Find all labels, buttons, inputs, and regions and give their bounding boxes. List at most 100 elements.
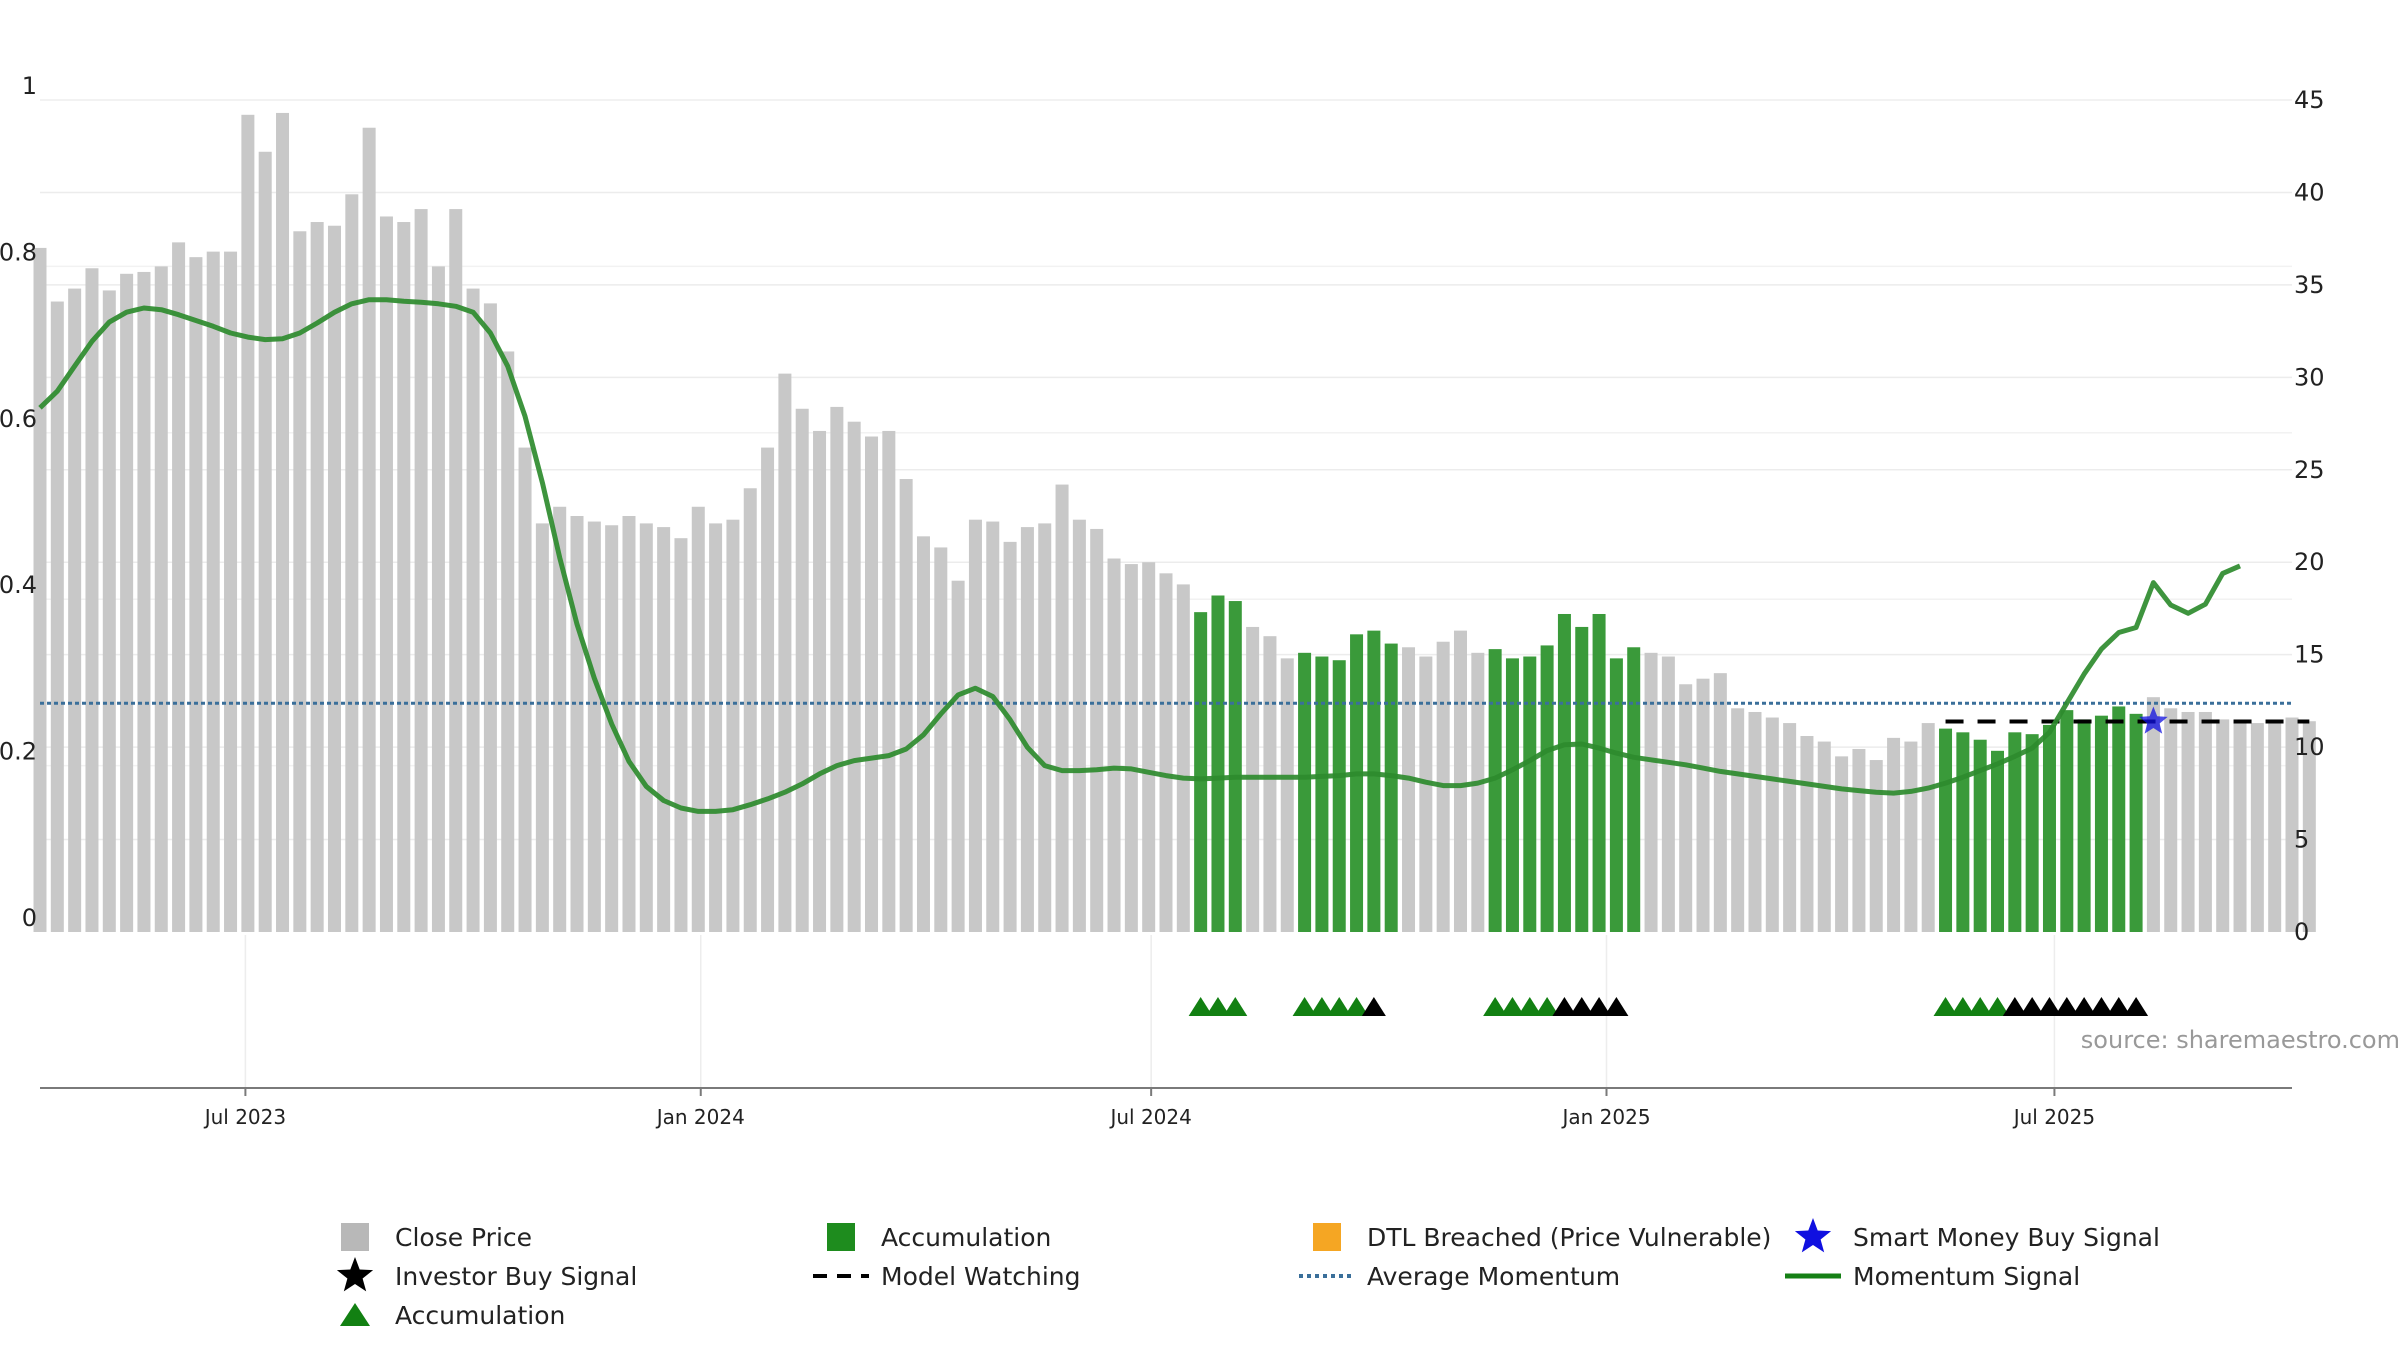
legend-label: Average Momentum [1367, 1262, 1620, 1291]
accumulation-bar [1991, 750, 2005, 932]
close-price-bar [345, 194, 359, 932]
investor-buy-triangle [1604, 997, 1629, 1016]
smart-money-star-mark [2139, 706, 2168, 734]
investor-buy-triangle [1361, 997, 1386, 1016]
right-tick-label: 25 [2294, 456, 2325, 484]
accumulation-triangle [1535, 997, 1560, 1016]
close-price-bar [691, 506, 705, 932]
close-price-bar [518, 447, 532, 932]
close-price-bar [224, 251, 238, 932]
close-price-bar [1852, 748, 1866, 932]
close-price-bar [1263, 636, 1277, 932]
legend-item: Accumulation [827, 1223, 1051, 1252]
accumulation-bar [1973, 739, 1987, 932]
accumulation-bar [1956, 732, 1970, 932]
close-price-bar [1748, 711, 1762, 932]
investor-buy-triangle [2072, 997, 2097, 1016]
investor-buy-triangle [1569, 997, 1594, 1016]
accumulation-triangle [1223, 997, 1248, 1016]
legend-item: Model Watching [813, 1262, 1081, 1291]
investor-buy-triangle [2002, 997, 2027, 1016]
close-price-bar [397, 222, 411, 932]
close-price-bar [1679, 684, 1693, 932]
close-price-bar [847, 421, 861, 932]
close-price-bar [1644, 652, 1658, 932]
accumulation-triangle [1327, 997, 1352, 1016]
accumulation-bar [2042, 724, 2056, 932]
accumulation-bar [1384, 643, 1398, 932]
accumulation-bar [1194, 612, 1208, 932]
investor-buy-triangle [2106, 997, 2131, 1016]
close-price-bar [622, 516, 636, 932]
right-tick-label: 45 [2294, 86, 2325, 114]
close-price-bar [1713, 673, 1727, 932]
close-price-bar [258, 151, 272, 932]
close-price-bar [2216, 719, 2230, 932]
close-price-bar [1020, 527, 1034, 932]
close-price-bar [2181, 711, 2195, 932]
axes [40, 1087, 2292, 1096]
accumulation-bar [1350, 634, 1364, 932]
accumulation-bar [2129, 713, 2143, 932]
left-axis-tick-labels: 0 0.2 0.4 0.6 0.8 1 [0, 72, 37, 932]
legend-item: Smart Money Buy Signal [1794, 1218, 2160, 1253]
investor-buy-triangle [1552, 997, 1577, 1016]
accumulation-bar [2094, 715, 2108, 932]
close-price-bar [674, 538, 688, 932]
close-price-bar [2268, 723, 2282, 932]
close-price-bar [2250, 723, 2264, 932]
accumulation-triangle [1292, 997, 1317, 1016]
x-tick-label: Jan 2025 [1560, 1105, 1650, 1129]
close-price-bar [951, 580, 965, 932]
investor-buy-triangle [2124, 997, 2149, 1016]
close-price-bar [102, 290, 116, 932]
close-price-bar [535, 523, 549, 932]
close-price-bar [1419, 656, 1433, 932]
gray-square-icon [341, 1223, 369, 1251]
accumulation-bar [1332, 660, 1346, 932]
right-tick-label: 35 [2294, 271, 2325, 299]
close-price-bar [1055, 484, 1069, 932]
accumulation-bar [2077, 719, 2091, 932]
bar-series [33, 112, 2316, 933]
close-price-bar [68, 288, 82, 932]
close-price-bar [709, 523, 723, 932]
close-price-bar [882, 430, 896, 932]
close-price-bar [726, 519, 740, 932]
right-tick-label: 0 [2294, 918, 2309, 946]
accumulation-bar [1592, 613, 1606, 932]
close-price-bar [553, 506, 567, 932]
close-price-bar [570, 516, 584, 932]
close-price-bar [1835, 756, 1849, 932]
black-star-icon [336, 1257, 374, 1292]
close-price-bar [1402, 647, 1416, 932]
close-price-bar [657, 527, 671, 932]
close-price-bar [743, 488, 757, 932]
orange-square-icon [1313, 1223, 1341, 1251]
legend-item: Close Price [341, 1223, 532, 1252]
x-axis-tick-labels: Jul 2023 Jan 2024 Jul 2024 Jan 2025 Jul 2025 [203, 1105, 2095, 1129]
left-tick-label: 0 [22, 904, 37, 932]
investor-buy-triangle [2020, 997, 2045, 1016]
accumulation-bar [2060, 710, 2074, 932]
close-price-bar [1453, 630, 1467, 932]
close-price-bar [2285, 717, 2299, 932]
close-price-bar [899, 479, 913, 932]
investor-buy-triangle [2089, 997, 2114, 1016]
close-price-bar [934, 547, 948, 932]
close-price-bar [1107, 558, 1121, 932]
left-tick-label: 0.6 [0, 405, 37, 433]
close-price-bar [189, 257, 203, 933]
x-tick-label: Jul 2024 [1108, 1105, 1191, 1129]
accumulation-bar [1367, 630, 1381, 932]
accumulation-bar [1298, 652, 1312, 932]
legend-label: Model Watching [881, 1262, 1081, 1291]
accumulation-triangle [1188, 997, 1213, 1016]
source-label: source: sharemaestro.com [2081, 1026, 2400, 1054]
close-price-bar [1661, 656, 1675, 932]
right-tick-label: 30 [2294, 363, 2325, 391]
accumulation-bar [1523, 656, 1537, 932]
close-price-bar [778, 373, 792, 932]
close-price-bar [2198, 711, 2212, 932]
close-price-bar [206, 251, 220, 932]
